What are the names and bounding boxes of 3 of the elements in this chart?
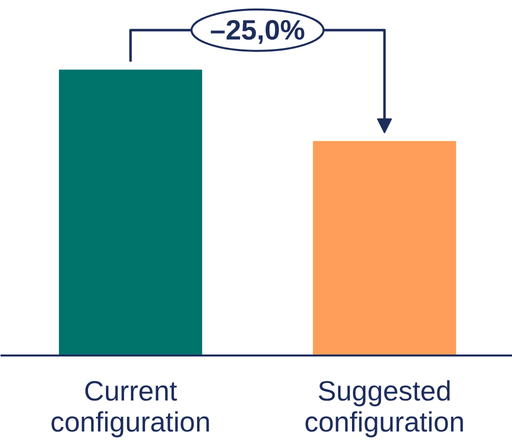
x-tick-label: Suggested configuration — [304, 376, 465, 438]
x-tick-label: Current configuration — [50, 376, 211, 438]
text: –25,0% — [210, 14, 306, 46]
